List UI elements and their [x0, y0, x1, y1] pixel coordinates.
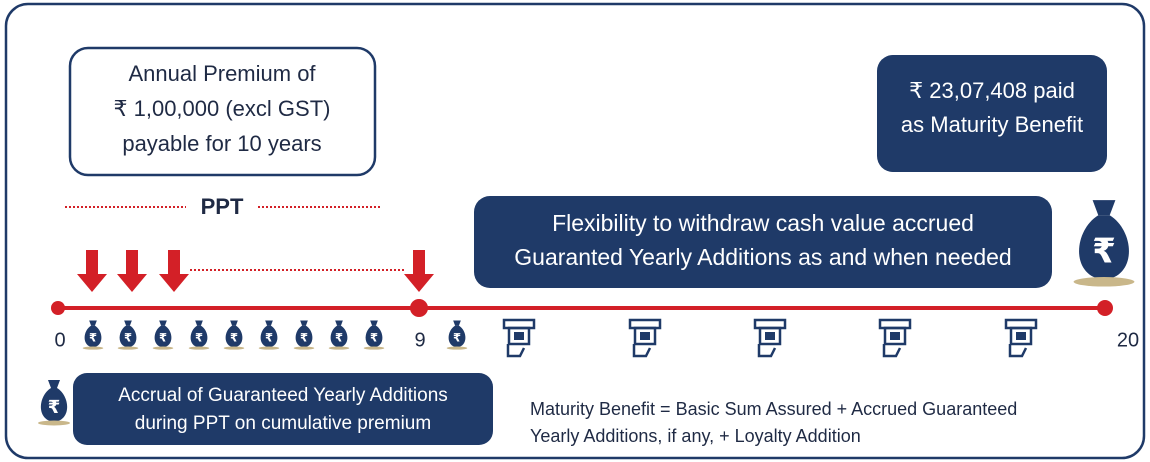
accrual-line: Accrual of Guaranteed Yearly Additions	[118, 385, 448, 406]
formula-line: Yearly Additions, if any, + Loyalty Addi…	[530, 426, 861, 446]
accrual-box	[73, 373, 493, 445]
flexibility-line: Flexibility to withdraw cash value accru…	[552, 210, 974, 236]
premium-line: Annual Premium of	[128, 61, 316, 86]
timeline-label: 9	[414, 329, 425, 351]
flexibility-line: Guaranted Yearly Additions as and when n…	[514, 244, 1011, 270]
maturity-line: ₹ 23,07,408 paid	[909, 78, 1075, 103]
timeline-label: 0	[54, 329, 65, 351]
ppt-label: PPT	[201, 194, 244, 219]
formula-line: Maturity Benefit = Basic Sum Assured + A…	[530, 399, 1017, 419]
timeline-dot	[51, 301, 65, 315]
infographic: ₹ Annual Premium of ₹ 1,00,000 (excl GST…	[0, 0, 1150, 462]
timeline-dot	[410, 299, 428, 317]
accrual-line: during PPT on cumulative premium	[135, 413, 431, 434]
timeline-dot	[1097, 300, 1113, 316]
maturity-line: as Maturity Benefit	[901, 112, 1083, 137]
premium-line: ₹ 1,00,000 (excl GST)	[114, 96, 331, 121]
timeline-label: 20	[1117, 329, 1139, 351]
premium-line: payable for 10 years	[122, 131, 321, 156]
